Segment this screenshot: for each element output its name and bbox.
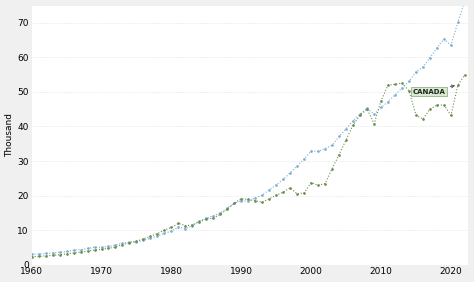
Text: CANADA: CANADA: [412, 85, 454, 95]
Y-axis label: Thousand: Thousand: [6, 113, 15, 157]
Text: UNITED STATES: UNITED STATES: [0, 281, 1, 282]
